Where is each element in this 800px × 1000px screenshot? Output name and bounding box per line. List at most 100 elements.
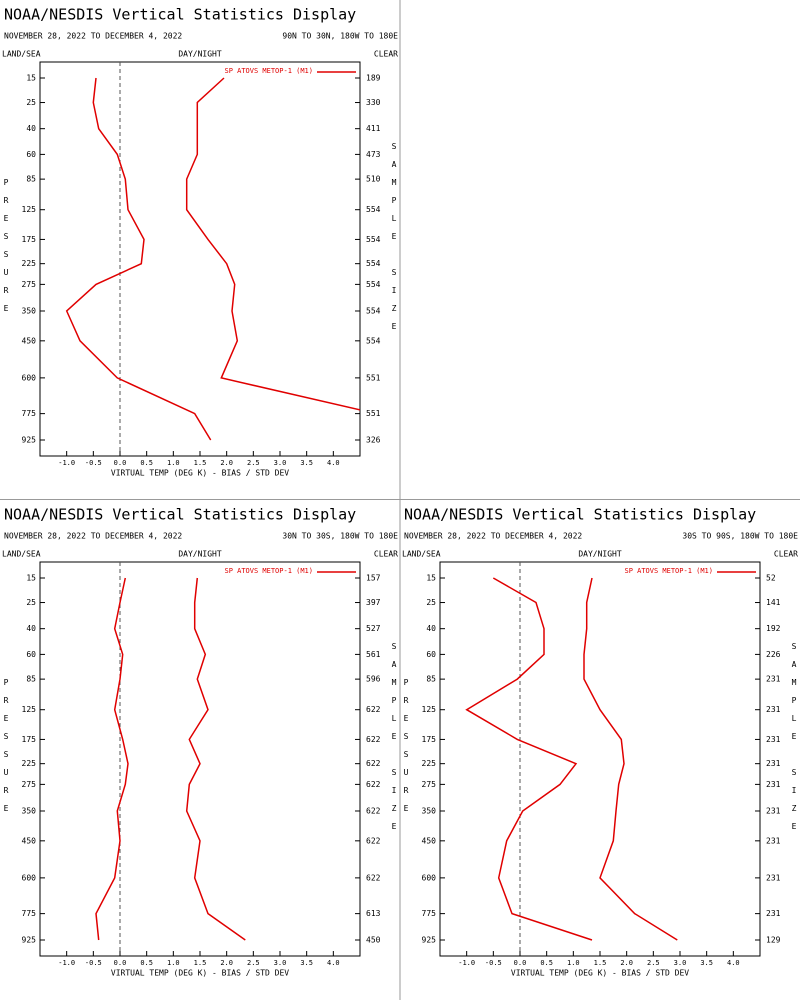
bias-line <box>465 577 593 941</box>
sample-size: 326 <box>366 436 381 445</box>
x-tick-label: 2.0 <box>620 959 633 967</box>
sample-size: 330 <box>366 98 381 107</box>
y-tick-label: 175 <box>22 735 37 744</box>
y-tick-label: 25 <box>26 598 36 607</box>
sample-size: 192 <box>766 624 781 633</box>
sample-size: 510 <box>366 175 381 184</box>
std_dev-line <box>583 577 678 941</box>
day-night: DAY/NIGHT <box>178 550 222 559</box>
sample-size: 554 <box>366 259 381 268</box>
y2-axis-label: SAMPLE SIZE <box>390 142 399 340</box>
y-tick-label: 450 <box>22 836 37 845</box>
y-tick-label: 275 <box>22 280 37 289</box>
sample-size: 231 <box>766 705 781 714</box>
y-tick-label: 275 <box>22 780 37 789</box>
cloud: CLEAR <box>374 50 398 59</box>
cloud: CLEAR <box>374 550 398 559</box>
y-tick-label: 350 <box>22 306 37 315</box>
sample-size: 231 <box>766 836 781 845</box>
land-sea: LAND/SEA <box>402 550 441 559</box>
sample-size: 231 <box>766 759 781 768</box>
y-tick-label: 175 <box>422 735 437 744</box>
bias-line <box>95 577 129 941</box>
subtitle: NOVEMBER 28, 2022 TO DECEMBER 4, 2022 <box>4 532 182 541</box>
y-tick-label: 85 <box>426 675 436 684</box>
x-tick-label: 0.5 <box>140 459 153 467</box>
y-tick-label: 925 <box>22 936 37 945</box>
y-tick-label: 85 <box>26 175 36 184</box>
x-tick-label: 2.5 <box>247 959 260 967</box>
y-tick-label: 125 <box>22 205 37 214</box>
x-tick-label: 3.0 <box>274 459 287 467</box>
x-tick-label: 0.0 <box>114 459 127 467</box>
land-sea: LAND/SEA <box>2 50 41 59</box>
sample-size: 527 <box>366 624 381 633</box>
sample-size: 622 <box>366 705 381 714</box>
sample-size: 554 <box>366 336 381 345</box>
x-tick-label: 3.5 <box>300 459 313 467</box>
sample-size: 613 <box>366 909 381 918</box>
y-tick-label: 600 <box>22 873 37 882</box>
y-tick-label: 775 <box>22 909 37 918</box>
y-axis-label: PRESSURE <box>2 678 11 822</box>
y-tick-label: 125 <box>22 705 37 714</box>
chart-title: NOAA/NESDIS Vertical Statistics Display <box>4 506 356 524</box>
y-tick-label: 275 <box>422 780 437 789</box>
sample-size: 231 <box>766 735 781 744</box>
panel: NOAA/NESDIS Vertical Statistics Display N… <box>402 506 799 978</box>
x-tick-label: 4.0 <box>327 459 340 467</box>
sample-size: 554 <box>366 205 381 214</box>
sample-size: 231 <box>766 873 781 882</box>
sample-size: 231 <box>766 909 781 918</box>
y-tick-label: 15 <box>26 574 36 583</box>
x-tick-label: 2.5 <box>247 459 260 467</box>
x-axis-label: VIRTUAL TEMP (DEG K) - BIAS / STD DEV <box>111 969 289 978</box>
x-tick-label: -0.5 <box>85 459 102 467</box>
x-tick-label: 2.0 <box>220 959 233 967</box>
y-tick-label: 225 <box>422 759 437 768</box>
y-tick-label: 25 <box>26 98 36 107</box>
sample-size: 231 <box>766 806 781 815</box>
sample-size: 141 <box>766 598 781 607</box>
sample-size: 226 <box>766 650 781 659</box>
region: 30N TO 30S, 180W TO 180E <box>282 532 398 541</box>
y-tick-label: 350 <box>422 806 437 815</box>
x-tick-label: 0.0 <box>114 959 127 967</box>
subtitle: NOVEMBER 28, 2022 TO DECEMBER 4, 2022 <box>404 532 582 541</box>
y2-axis-label: SAMPLE SIZE <box>790 642 799 840</box>
x-tick-label: 3.0 <box>274 959 287 967</box>
sample-size: 554 <box>366 235 381 244</box>
x-axis-label: VIRTUAL TEMP (DEG K) - BIAS / STD DEV <box>511 969 689 978</box>
bias-line <box>65 77 212 441</box>
y-tick-label: 450 <box>422 836 437 845</box>
x-tick-label: 1.5 <box>194 459 207 467</box>
y-tick-label: 40 <box>426 624 436 633</box>
y-tick-label: 40 <box>26 124 36 133</box>
y-tick-label: 85 <box>26 675 36 684</box>
std_dev-line <box>185 77 360 411</box>
sample-size: 411 <box>366 124 381 133</box>
day-night: DAY/NIGHT <box>578 550 622 559</box>
x-tick-label: 1.5 <box>594 959 607 967</box>
x-tick-label: 2.0 <box>220 459 233 467</box>
chart-title: NOAA/NESDIS Vertical Statistics Display <box>4 6 356 24</box>
sample-size: 157 <box>366 574 381 583</box>
cloud: CLEAR <box>774 550 798 559</box>
subtitle: NOVEMBER 28, 2022 TO DECEMBER 4, 2022 <box>4 32 182 41</box>
x-tick-label: 1.5 <box>194 959 207 967</box>
sample-size: 129 <box>766 936 781 945</box>
sample-size: 473 <box>366 150 381 159</box>
y-axis-label: PRESSURE <box>2 178 11 322</box>
y-axis-label: PRESSURE <box>402 678 411 822</box>
y-tick-label: 925 <box>22 436 37 445</box>
y-tick-label: 60 <box>426 650 436 659</box>
y-tick-label: 225 <box>22 259 37 268</box>
x-tick-label: 3.5 <box>700 959 713 967</box>
y-tick-label: 225 <box>22 759 37 768</box>
x-tick-label: 1.0 <box>167 459 180 467</box>
sample-size: 397 <box>366 598 381 607</box>
x-tick-label: -1.0 <box>58 459 75 467</box>
y-tick-label: 600 <box>22 373 37 382</box>
y-tick-label: 450 <box>22 336 37 345</box>
